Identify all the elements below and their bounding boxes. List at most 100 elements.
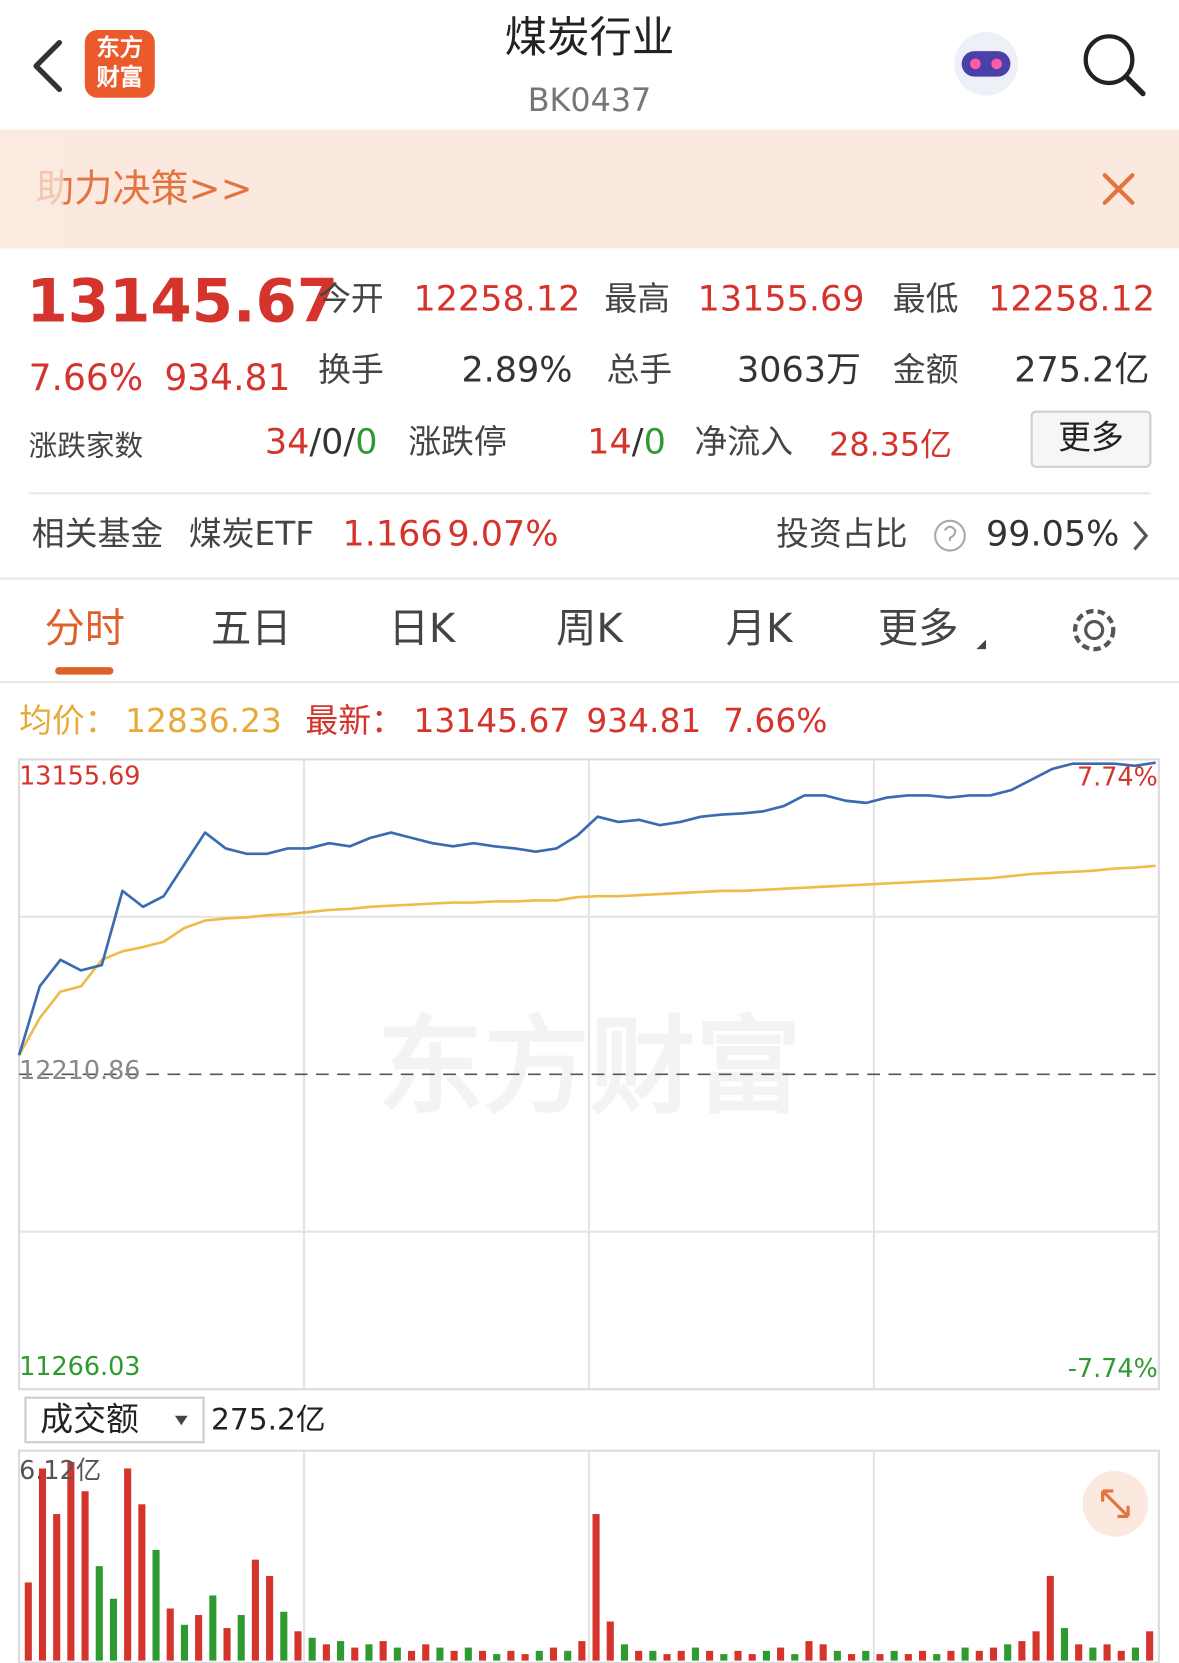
logo-text: 财富: [96, 63, 143, 91]
section-divider: [0, 577, 1179, 581]
separator: /: [632, 422, 644, 462]
search-icon[interactable]: [1083, 34, 1146, 97]
volume-bar: [393, 1647, 401, 1661]
banner[interactable]: [0, 129, 1179, 249]
volume-bar: [791, 1654, 799, 1661]
change: 934.81: [164, 358, 290, 399]
volume-bar: [53, 1514, 61, 1661]
volume-bar: [720, 1654, 728, 1661]
y-tick-label: 6.12亿: [19, 1455, 101, 1485]
volume-bar: [975, 1650, 983, 1661]
volume-bar: [635, 1650, 643, 1661]
field-value: 12258.12: [988, 279, 1155, 319]
volume-bar: [833, 1650, 841, 1661]
fund-name[interactable]: 煤炭ETF: [189, 514, 314, 553]
banner-close[interactable]: [1102, 173, 1135, 205]
volume-bar: [677, 1650, 685, 1661]
field-label: 最低: [893, 279, 959, 318]
volume-selector[interactable]: [24, 1396, 205, 1444]
tab[interactable]: 周K: [556, 606, 624, 652]
volume-bar: [1004, 1644, 1012, 1661]
volume-bar: [436, 1647, 444, 1661]
fund-arrow[interactable]: [1133, 520, 1149, 551]
last-price: 13145.67: [27, 268, 339, 337]
latest-label: 最新：: [305, 701, 404, 740]
volume-bar: [805, 1641, 813, 1661]
assistant-icon[interactable]: [954, 32, 1018, 96]
tab[interactable]: 五日: [211, 606, 292, 652]
limit-up: 14: [587, 422, 632, 462]
back-button[interactable]: [33, 40, 63, 92]
field-label: 换手: [318, 350, 384, 389]
volume-bar: [251, 1559, 259, 1661]
volume-bar: [507, 1650, 515, 1661]
banner-fade: [0, 129, 64, 249]
volume-bar: [961, 1647, 969, 1661]
page-title: 煤炭行业: [505, 14, 675, 63]
field-label: 涨跌家数: [29, 429, 143, 463]
price-line: [17, 864, 1156, 1056]
ratio-label: 投资占比: [776, 514, 907, 553]
limit-down: 0: [644, 422, 666, 462]
volume-total: 275.2亿: [211, 1402, 326, 1437]
tab[interactable]: 月K: [726, 606, 794, 652]
fund-price: 1.166: [342, 515, 442, 555]
expand-button[interactable]: [1082, 1470, 1149, 1537]
help-icon[interactable]: [934, 519, 966, 552]
down-count: 0: [355, 422, 377, 462]
volume-bar: [180, 1624, 188, 1661]
volume-bar: [564, 1650, 572, 1661]
volume-bar: [819, 1644, 827, 1661]
volume-bar: [876, 1654, 884, 1661]
field-label: 涨跌停: [408, 422, 507, 461]
y-tick-label: 12210.86: [19, 1055, 140, 1085]
volume-bar: [337, 1641, 345, 1661]
latest-change-pct: 7.66%: [723, 701, 827, 740]
volume-bar: [109, 1598, 118, 1661]
y-tick-label: 11266.03: [19, 1351, 140, 1381]
tab-bar: 分时 五日 日K 周K 月K 更多: [45, 606, 959, 652]
volume-bar: [294, 1631, 302, 1661]
volume-bar: [322, 1644, 330, 1661]
fund-change: 9.07%: [447, 515, 558, 555]
volume-bar: [493, 1654, 501, 1661]
banner-text[interactable]: 助力决策>>: [36, 167, 253, 211]
volume-selector-label[interactable]: 成交额: [40, 1400, 139, 1439]
volume-bar: [578, 1641, 586, 1661]
avg-label: 均价：: [19, 701, 118, 740]
volume-bar: [81, 1491, 89, 1661]
volume-bar: [1089, 1647, 1097, 1661]
volume-bar: [152, 1549, 160, 1661]
price-chart: 11266.03 12210.86 13155.69 -7.74% 7.74%: [17, 760, 1159, 1383]
tab[interactable]: 分时: [45, 606, 126, 652]
volume-bar: [464, 1647, 472, 1661]
volume-bar: [691, 1647, 699, 1661]
volume-bar: [450, 1650, 458, 1661]
tab[interactable]: 更多: [878, 606, 959, 652]
field-value: 3063万: [737, 350, 861, 390]
logo-text: 东方: [96, 34, 143, 62]
volume-bar: [989, 1647, 998, 1661]
field-label: 净流入: [694, 422, 793, 461]
volume-bar: [777, 1647, 785, 1661]
volume-bar: [1060, 1628, 1069, 1661]
field-value: 275.2亿: [1014, 350, 1149, 390]
volume-bar: [138, 1504, 146, 1661]
volume-bar: [535, 1650, 543, 1661]
app-logo[interactable]: [84, 29, 155, 98]
volume-bar: [592, 1514, 600, 1661]
volume-bar: [351, 1647, 359, 1661]
tab[interactable]: 日K: [389, 606, 457, 652]
settings-icon[interactable]: [1072, 608, 1116, 652]
up-count: 34: [265, 422, 310, 462]
tab-indicator: [55, 667, 114, 675]
more-button[interactable]: [1030, 410, 1152, 468]
dropdown-caret: [174, 1415, 188, 1426]
volume-bar: [95, 1566, 103, 1661]
volume-bar: [24, 1582, 32, 1661]
y2-tick-label: -7.74%: [1068, 1353, 1158, 1383]
field-label: 最高: [604, 279, 670, 318]
more-button-label[interactable]: 更多: [1058, 418, 1124, 457]
